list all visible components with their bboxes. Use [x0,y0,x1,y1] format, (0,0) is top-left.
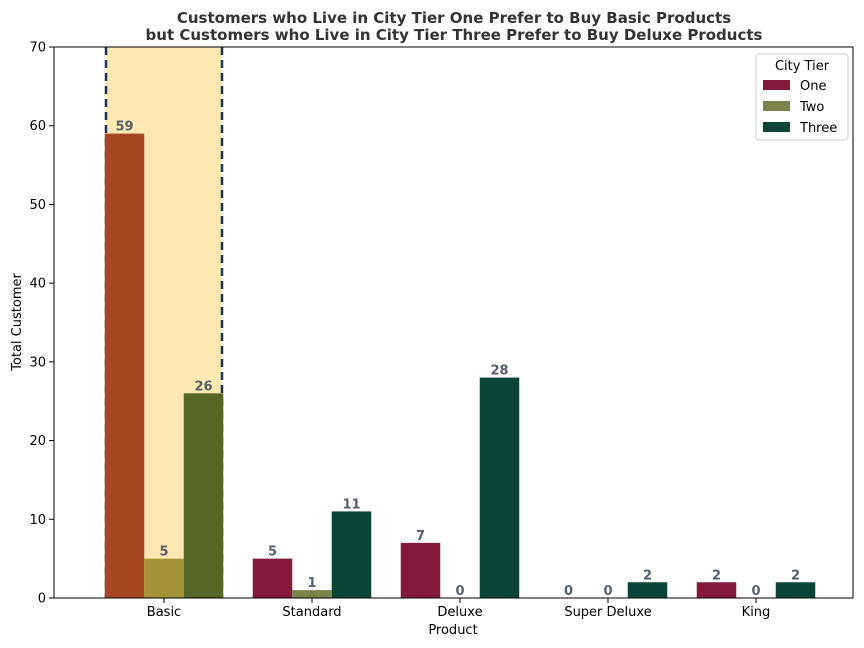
data-label-super-deluxe-three: 2 [643,568,652,583]
legend-swatch-three [763,122,790,132]
x-tick-label-basic: Basic [147,605,181,620]
x-axis-label: Product [428,623,477,638]
bar-king-one [696,582,737,598]
bar-deluxe-three [479,377,520,598]
data-label-king-two: 0 [751,584,760,599]
y-tick-label: 70 [29,41,46,56]
data-label-basic-two: 5 [159,545,168,560]
data-label-deluxe-two: 0 [455,584,464,599]
data-label-super-deluxe-one: 0 [564,584,573,599]
y-tick-label: 60 [29,119,46,134]
x-tick-label-deluxe: Deluxe [437,605,482,620]
y-tick-label: 20 [29,434,46,449]
data-label-standard-three: 11 [342,497,360,512]
chart-title-line-1: Customers who Live in City Tier One Pref… [177,9,731,27]
bar-basic-two [144,558,184,598]
x-tick-label-super-deluxe: Super Deluxe [564,605,651,620]
data-label-deluxe-one: 7 [416,529,425,544]
legend: City Tier One Two Three [755,53,849,141]
bar-standard-three [331,511,372,598]
data-label-super-deluxe-two: 0 [603,584,612,599]
bar-basic-one [104,133,145,599]
x-tick-label-king: King [742,605,771,620]
bar-basic-three [183,393,224,598]
axes-frame [53,46,854,599]
data-label-king-three: 2 [791,568,800,583]
data-label-deluxe-three: 28 [490,364,508,379]
data-label-standard-one: 5 [268,545,277,560]
data-label-basic-three: 26 [194,379,212,394]
bar-deluxe-one [400,542,441,598]
legend-label-three: Three [799,121,837,136]
bar-super-deluxe-three [627,582,668,598]
y-axis-label: Total Customer [10,273,25,372]
legend-swatch-one [763,80,790,90]
bar-king-three [775,582,816,598]
y-tick-label: 40 [29,277,46,292]
y-tick-label: 10 [29,513,46,528]
y-tick-label: 30 [29,355,46,370]
x-tick-label-standard: Standard [282,605,341,620]
data-label-basic-one: 59 [115,120,133,135]
legend-label-two: Two [799,100,824,115]
data-label-standard-two: 1 [307,576,316,591]
y-tick-label: 50 [29,198,46,213]
legend-frame [755,53,849,141]
legend-label-one: One [800,79,826,94]
legend-swatch-two [763,101,790,111]
y-tick-label: 0 [38,592,46,607]
legend-title: City Tier [775,59,830,74]
data-label-king-one: 2 [712,568,721,583]
bar-standard-two [292,590,332,598]
chart-title-line-2: but Customers who Live in City Tier Thre… [146,26,763,44]
bar-standard-one [252,558,293,598]
